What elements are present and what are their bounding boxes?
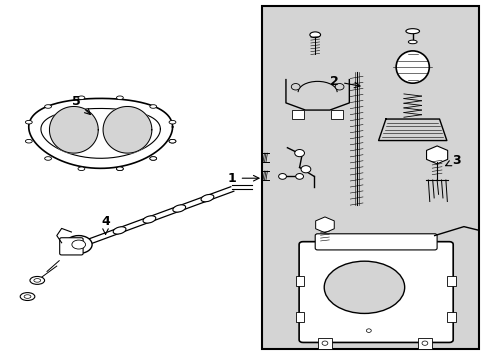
- Ellipse shape: [142, 216, 156, 223]
- Ellipse shape: [169, 120, 176, 124]
- FancyBboxPatch shape: [315, 234, 436, 250]
- Ellipse shape: [421, 341, 427, 345]
- Ellipse shape: [113, 227, 126, 234]
- Ellipse shape: [116, 96, 123, 100]
- Ellipse shape: [395, 51, 428, 83]
- Ellipse shape: [149, 105, 156, 108]
- Ellipse shape: [72, 240, 85, 249]
- Bar: [446, 276, 455, 286]
- Ellipse shape: [278, 174, 286, 179]
- Ellipse shape: [309, 32, 320, 38]
- Ellipse shape: [291, 84, 300, 90]
- Text: 5: 5: [72, 95, 90, 114]
- Ellipse shape: [322, 341, 327, 345]
- Ellipse shape: [20, 293, 35, 301]
- Ellipse shape: [116, 167, 123, 171]
- Ellipse shape: [25, 120, 32, 124]
- Ellipse shape: [78, 167, 84, 171]
- Ellipse shape: [116, 167, 123, 171]
- Bar: [292, 110, 304, 119]
- Bar: [261, 6, 478, 348]
- Bar: [446, 312, 455, 321]
- Ellipse shape: [65, 235, 92, 253]
- Ellipse shape: [34, 279, 41, 282]
- Ellipse shape: [169, 139, 176, 143]
- Ellipse shape: [149, 157, 156, 160]
- Bar: [295, 276, 304, 286]
- Ellipse shape: [78, 96, 84, 100]
- Ellipse shape: [30, 276, 44, 284]
- Ellipse shape: [201, 194, 213, 202]
- Text: 4: 4: [101, 215, 110, 234]
- Ellipse shape: [44, 157, 51, 160]
- Bar: [330, 110, 342, 119]
- Ellipse shape: [172, 205, 185, 212]
- Ellipse shape: [334, 84, 343, 90]
- Ellipse shape: [301, 166, 310, 173]
- Ellipse shape: [366, 329, 370, 332]
- Ellipse shape: [24, 295, 31, 298]
- Polygon shape: [41, 108, 160, 158]
- Polygon shape: [49, 107, 98, 153]
- Text: 1: 1: [227, 172, 259, 185]
- Ellipse shape: [405, 29, 419, 34]
- Ellipse shape: [295, 174, 303, 179]
- Ellipse shape: [324, 261, 404, 314]
- Ellipse shape: [149, 157, 156, 160]
- Bar: [417, 338, 431, 348]
- Ellipse shape: [25, 139, 32, 143]
- Text: 2: 2: [330, 75, 359, 88]
- Ellipse shape: [294, 149, 304, 157]
- Bar: [317, 338, 331, 348]
- Ellipse shape: [169, 139, 176, 143]
- FancyBboxPatch shape: [299, 242, 452, 342]
- FancyBboxPatch shape: [60, 238, 83, 255]
- Ellipse shape: [407, 40, 416, 44]
- Text: 3: 3: [445, 154, 460, 167]
- Bar: [295, 312, 304, 321]
- Polygon shape: [103, 107, 152, 153]
- Ellipse shape: [44, 105, 51, 108]
